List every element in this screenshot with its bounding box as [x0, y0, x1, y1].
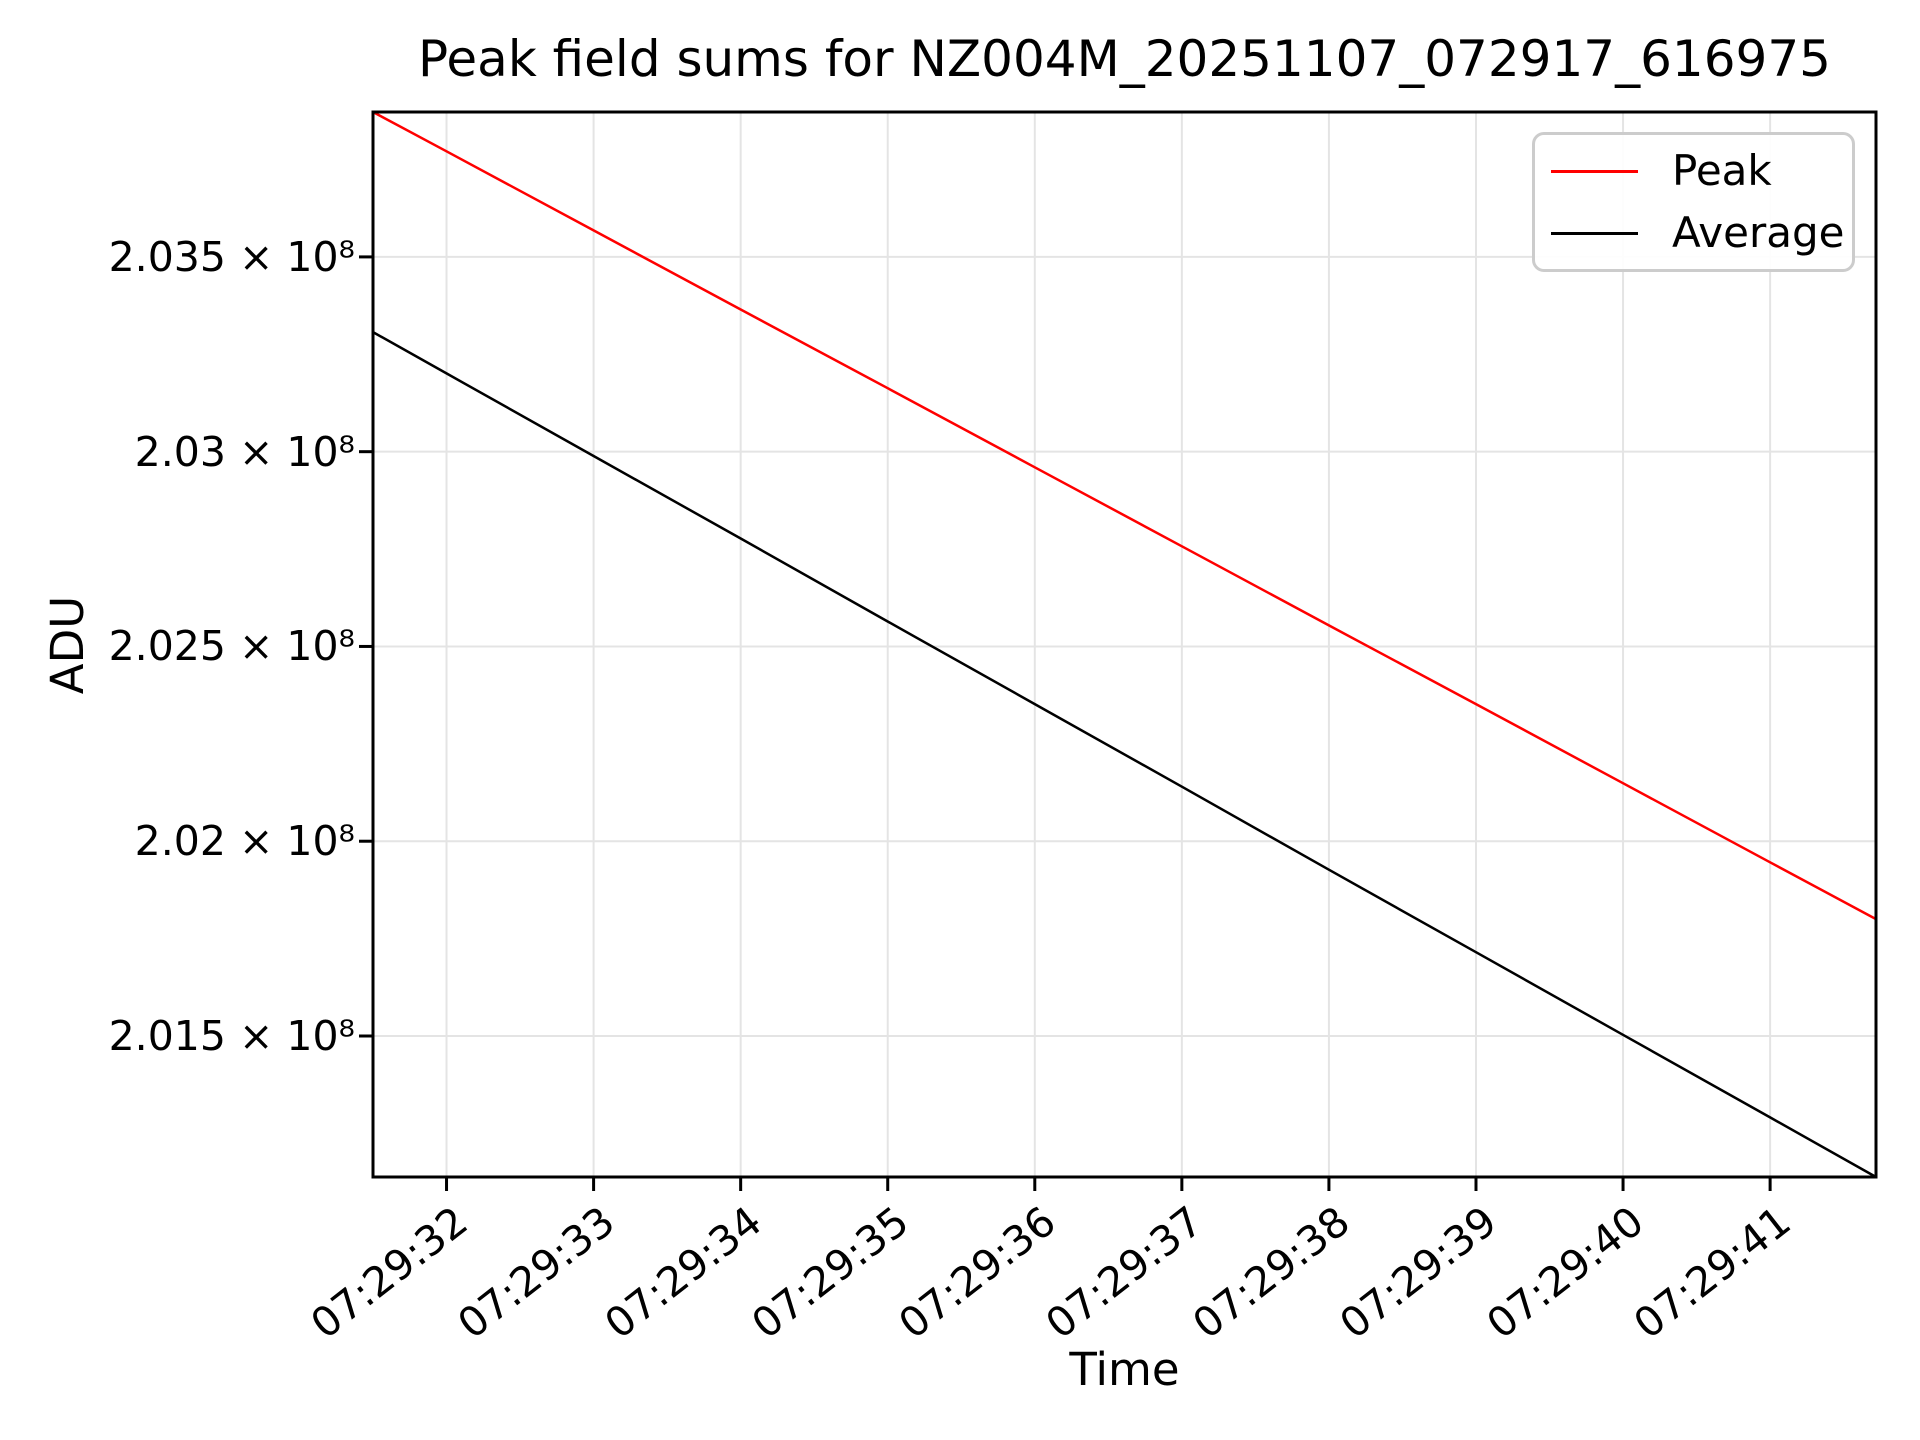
y-tick-label: 2.03 × 10⁸ [134, 427, 355, 476]
chart-title: Peak field sums for NZ004M_20251107_0729… [418, 30, 1831, 88]
y-tick-label: 2.015 × 10⁸ [108, 1011, 355, 1060]
y-tick-label: 2.02 × 10⁸ [134, 817, 355, 866]
y-tick-label: 2.035 × 10⁸ [108, 232, 355, 281]
legend-line-sample-average [1551, 231, 1638, 235]
series-line-peak [372, 110, 1877, 921]
legend-entry-average: Average [1535, 202, 1852, 264]
legend-entry-peak: Peak [1535, 140, 1852, 202]
legend-label-peak: Peak [1672, 146, 1772, 195]
plot-border [371, 110, 1878, 1179]
legend-label-average: Average [1672, 208, 1845, 257]
x-axis-label: Time [1069, 1343, 1180, 1396]
legend-line-sample-peak [1551, 169, 1638, 173]
y-tick-label: 2.025 × 10⁸ [108, 622, 355, 671]
series-line-average [372, 331, 1877, 1179]
legend: Peak Average [1532, 132, 1855, 272]
